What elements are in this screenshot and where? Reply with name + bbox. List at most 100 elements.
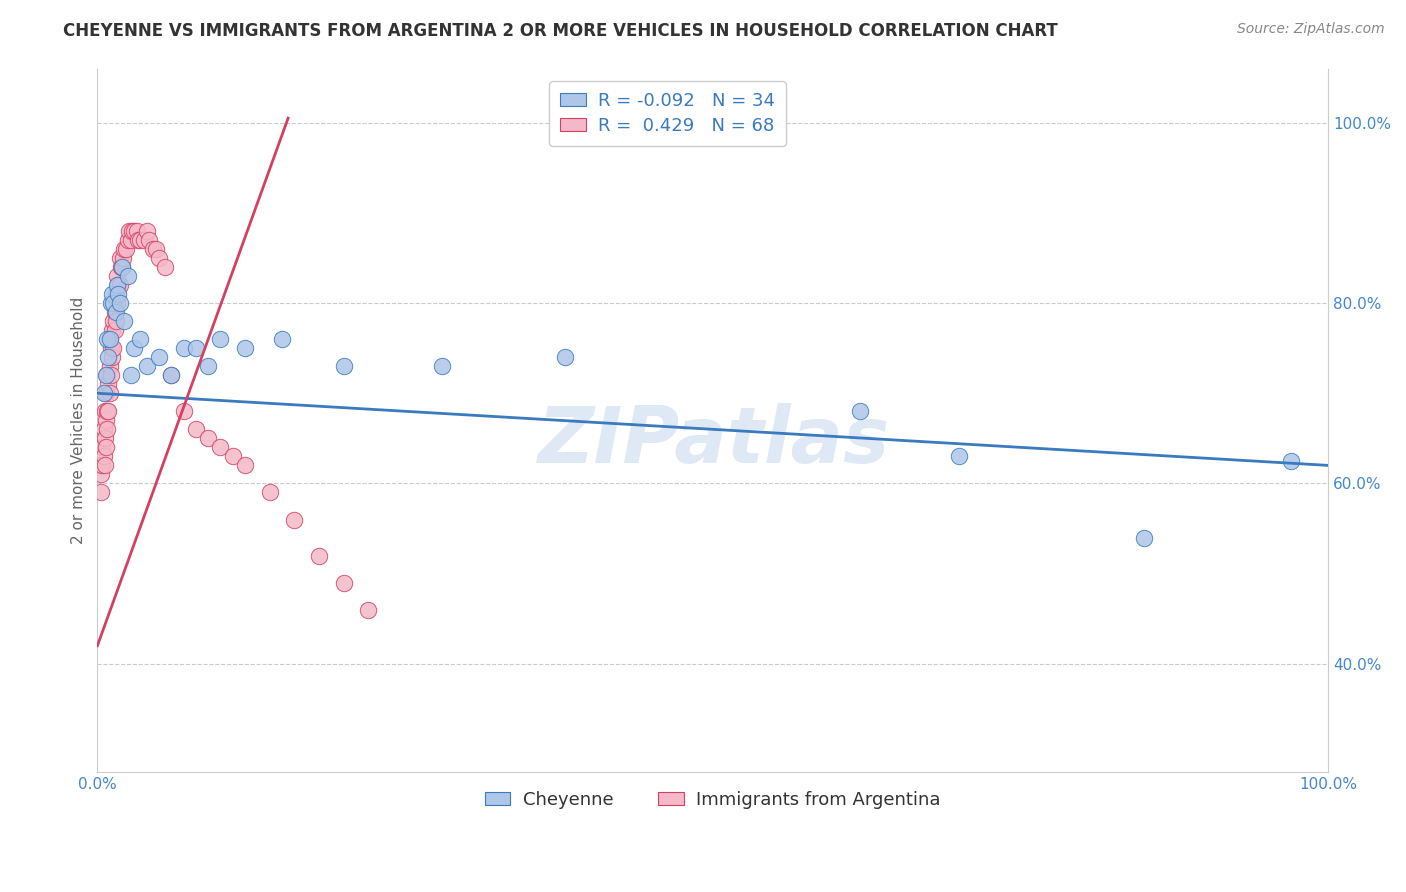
- Point: [93, 458, 115, 473]
- Point: [100, 341, 122, 355]
- Point: [125, 224, 148, 238]
- Point: [135, 224, 157, 238]
- Point: [332, 575, 354, 590]
- Point: [112, 251, 135, 265]
- Point: [173, 341, 195, 355]
- Point: [197, 431, 219, 445]
- Point: [105, 278, 128, 293]
- Point: [108, 296, 131, 310]
- Text: ZIPatlas: ZIPatlas: [537, 403, 889, 479]
- Point: [209, 441, 232, 455]
- Point: [148, 350, 170, 364]
- Text: CHEYENNE VS IMMIGRANTS FROM ARGENTINA 2 OR MORE VEHICLES IN HOUSEHOLD CORRELATIO: CHEYENNE VS IMMIGRANTS FROM ARGENTINA 2 …: [63, 22, 1059, 40]
- Point: [103, 341, 125, 355]
- Point: [153, 260, 176, 274]
- Point: [129, 332, 152, 346]
- Point: [283, 512, 305, 526]
- Point: [197, 359, 219, 374]
- Point: [948, 450, 970, 464]
- Point: [184, 422, 207, 436]
- Point: [209, 332, 232, 346]
- Point: [259, 485, 281, 500]
- Point: [104, 314, 127, 328]
- Point: [108, 278, 131, 293]
- Point: [103, 305, 125, 319]
- Point: [357, 603, 380, 617]
- Point: [233, 341, 256, 355]
- Point: [105, 296, 128, 310]
- Point: [117, 268, 139, 283]
- Y-axis label: 2 or more Vehicles in Household: 2 or more Vehicles in Household: [72, 297, 86, 544]
- Point: [554, 350, 576, 364]
- Point: [114, 242, 136, 256]
- Point: [93, 404, 115, 418]
- Point: [101, 287, 124, 301]
- Point: [96, 422, 118, 436]
- Point: [103, 323, 125, 337]
- Point: [90, 485, 112, 500]
- Point: [108, 251, 131, 265]
- Point: [271, 332, 294, 346]
- Legend: Cheyenne, Immigrants from Argentina: Cheyenne, Immigrants from Argentina: [478, 783, 948, 816]
- Point: [129, 233, 152, 247]
- Point: [110, 260, 132, 274]
- Point: [124, 224, 146, 238]
- Point: [120, 368, 142, 383]
- Point: [184, 341, 207, 355]
- Point: [105, 268, 128, 283]
- Point: [107, 287, 129, 301]
- Point: [91, 458, 114, 473]
- Point: [98, 332, 121, 346]
- Point: [94, 386, 117, 401]
- Point: [93, 386, 115, 401]
- Point: [111, 260, 134, 274]
- Point: [94, 441, 117, 455]
- Point: [96, 332, 118, 346]
- Point: [94, 368, 117, 383]
- Point: [103, 314, 125, 328]
- Point: [849, 404, 872, 418]
- Point: [117, 233, 139, 247]
- Point: [100, 296, 122, 310]
- Point: [111, 260, 134, 274]
- Point: [1279, 454, 1302, 468]
- Point: [107, 278, 129, 293]
- Point: [100, 368, 122, 383]
- Point: [96, 404, 118, 418]
- Point: [101, 350, 124, 364]
- Point: [160, 368, 183, 383]
- Point: [1132, 531, 1154, 545]
- Point: [233, 458, 256, 473]
- Point: [98, 386, 121, 401]
- Point: [135, 359, 157, 374]
- Point: [96, 368, 118, 383]
- Point: [222, 450, 245, 464]
- Point: [97, 404, 120, 418]
- Point: [112, 242, 135, 256]
- Point: [98, 359, 121, 374]
- Point: [103, 296, 125, 310]
- Point: [124, 341, 146, 355]
- Point: [332, 359, 354, 374]
- Point: [104, 287, 127, 301]
- Point: [142, 242, 165, 256]
- Point: [104, 305, 127, 319]
- Point: [98, 332, 121, 346]
- Point: [308, 549, 330, 563]
- Point: [94, 413, 117, 427]
- Point: [160, 368, 183, 383]
- Point: [101, 323, 124, 337]
- Point: [97, 377, 120, 392]
- Point: [148, 251, 170, 265]
- Point: [118, 224, 141, 238]
- Point: [145, 242, 167, 256]
- Text: Source: ZipAtlas.com: Source: ZipAtlas.com: [1237, 22, 1385, 37]
- Point: [90, 467, 112, 482]
- Point: [93, 422, 115, 436]
- Point: [173, 404, 195, 418]
- Point: [112, 314, 135, 328]
- Point: [93, 431, 115, 445]
- Point: [121, 224, 143, 238]
- Point: [89, 458, 111, 473]
- Point: [93, 450, 115, 464]
